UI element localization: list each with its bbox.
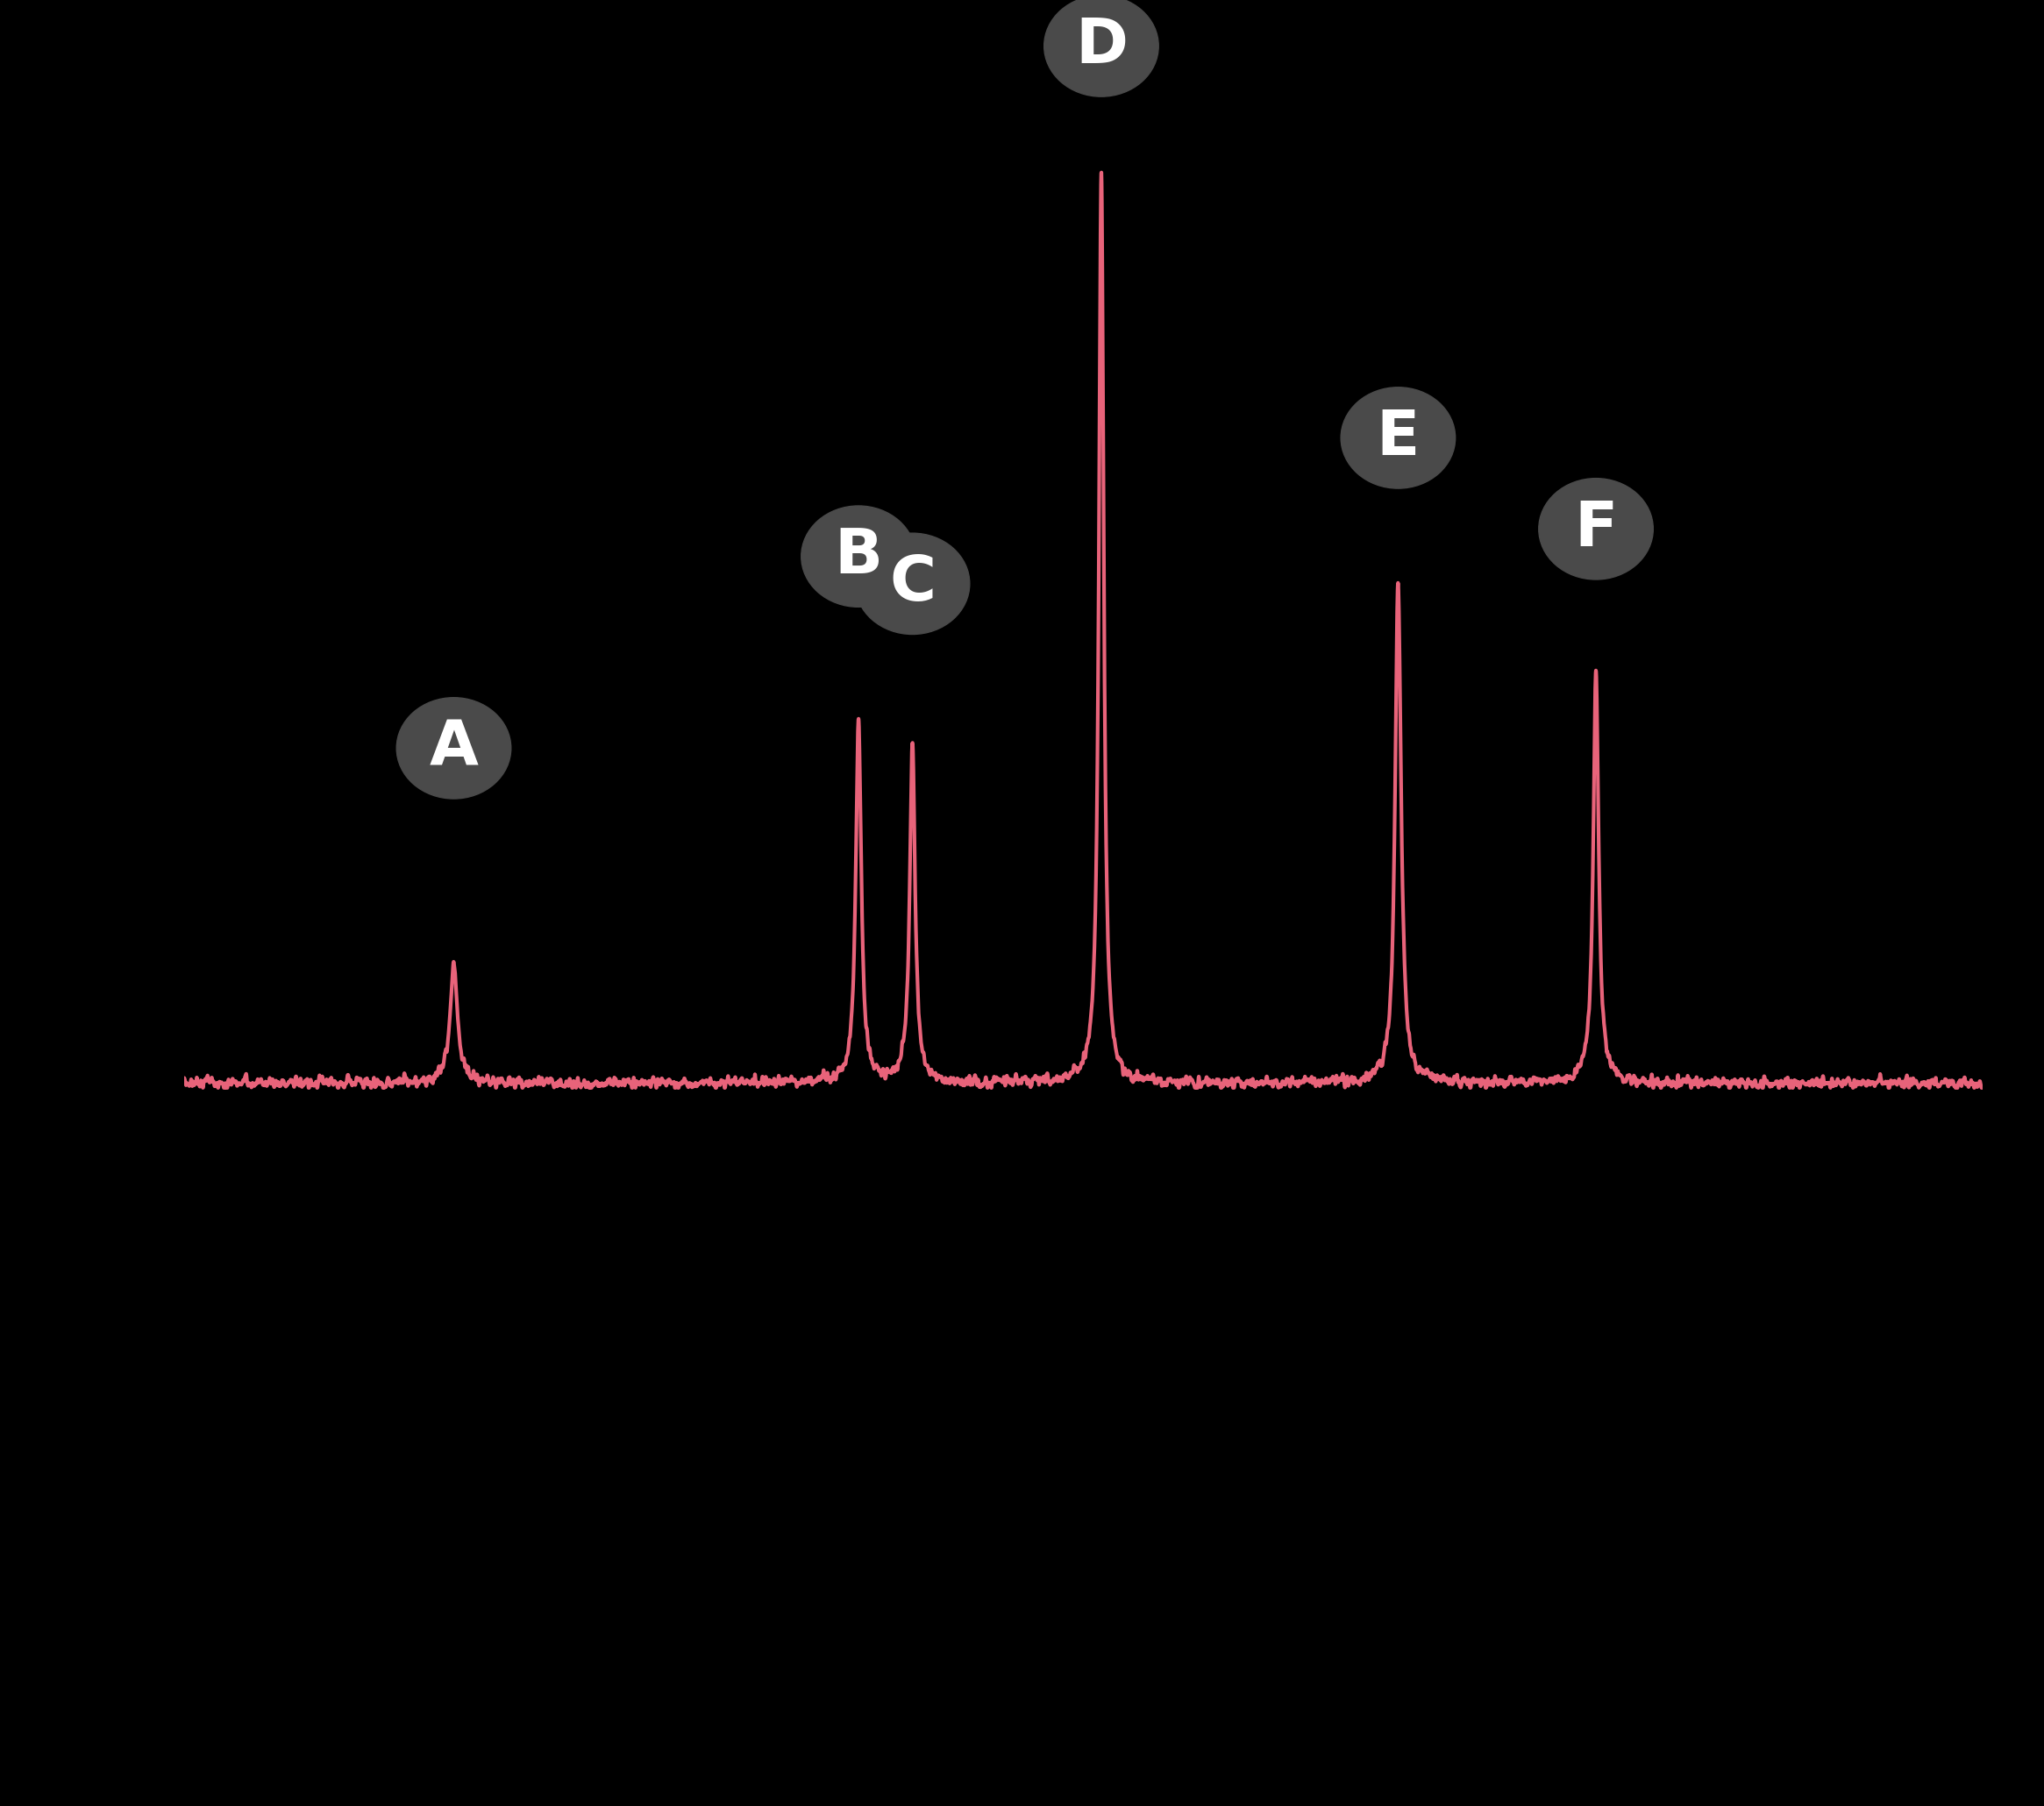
Text: E: E [1376, 408, 1421, 468]
Text: F: F [1574, 498, 1617, 560]
Text: B: B [834, 526, 883, 587]
Text: D: D [1075, 16, 1128, 76]
Text: A: A [429, 719, 478, 778]
Text: C: C [889, 553, 936, 614]
